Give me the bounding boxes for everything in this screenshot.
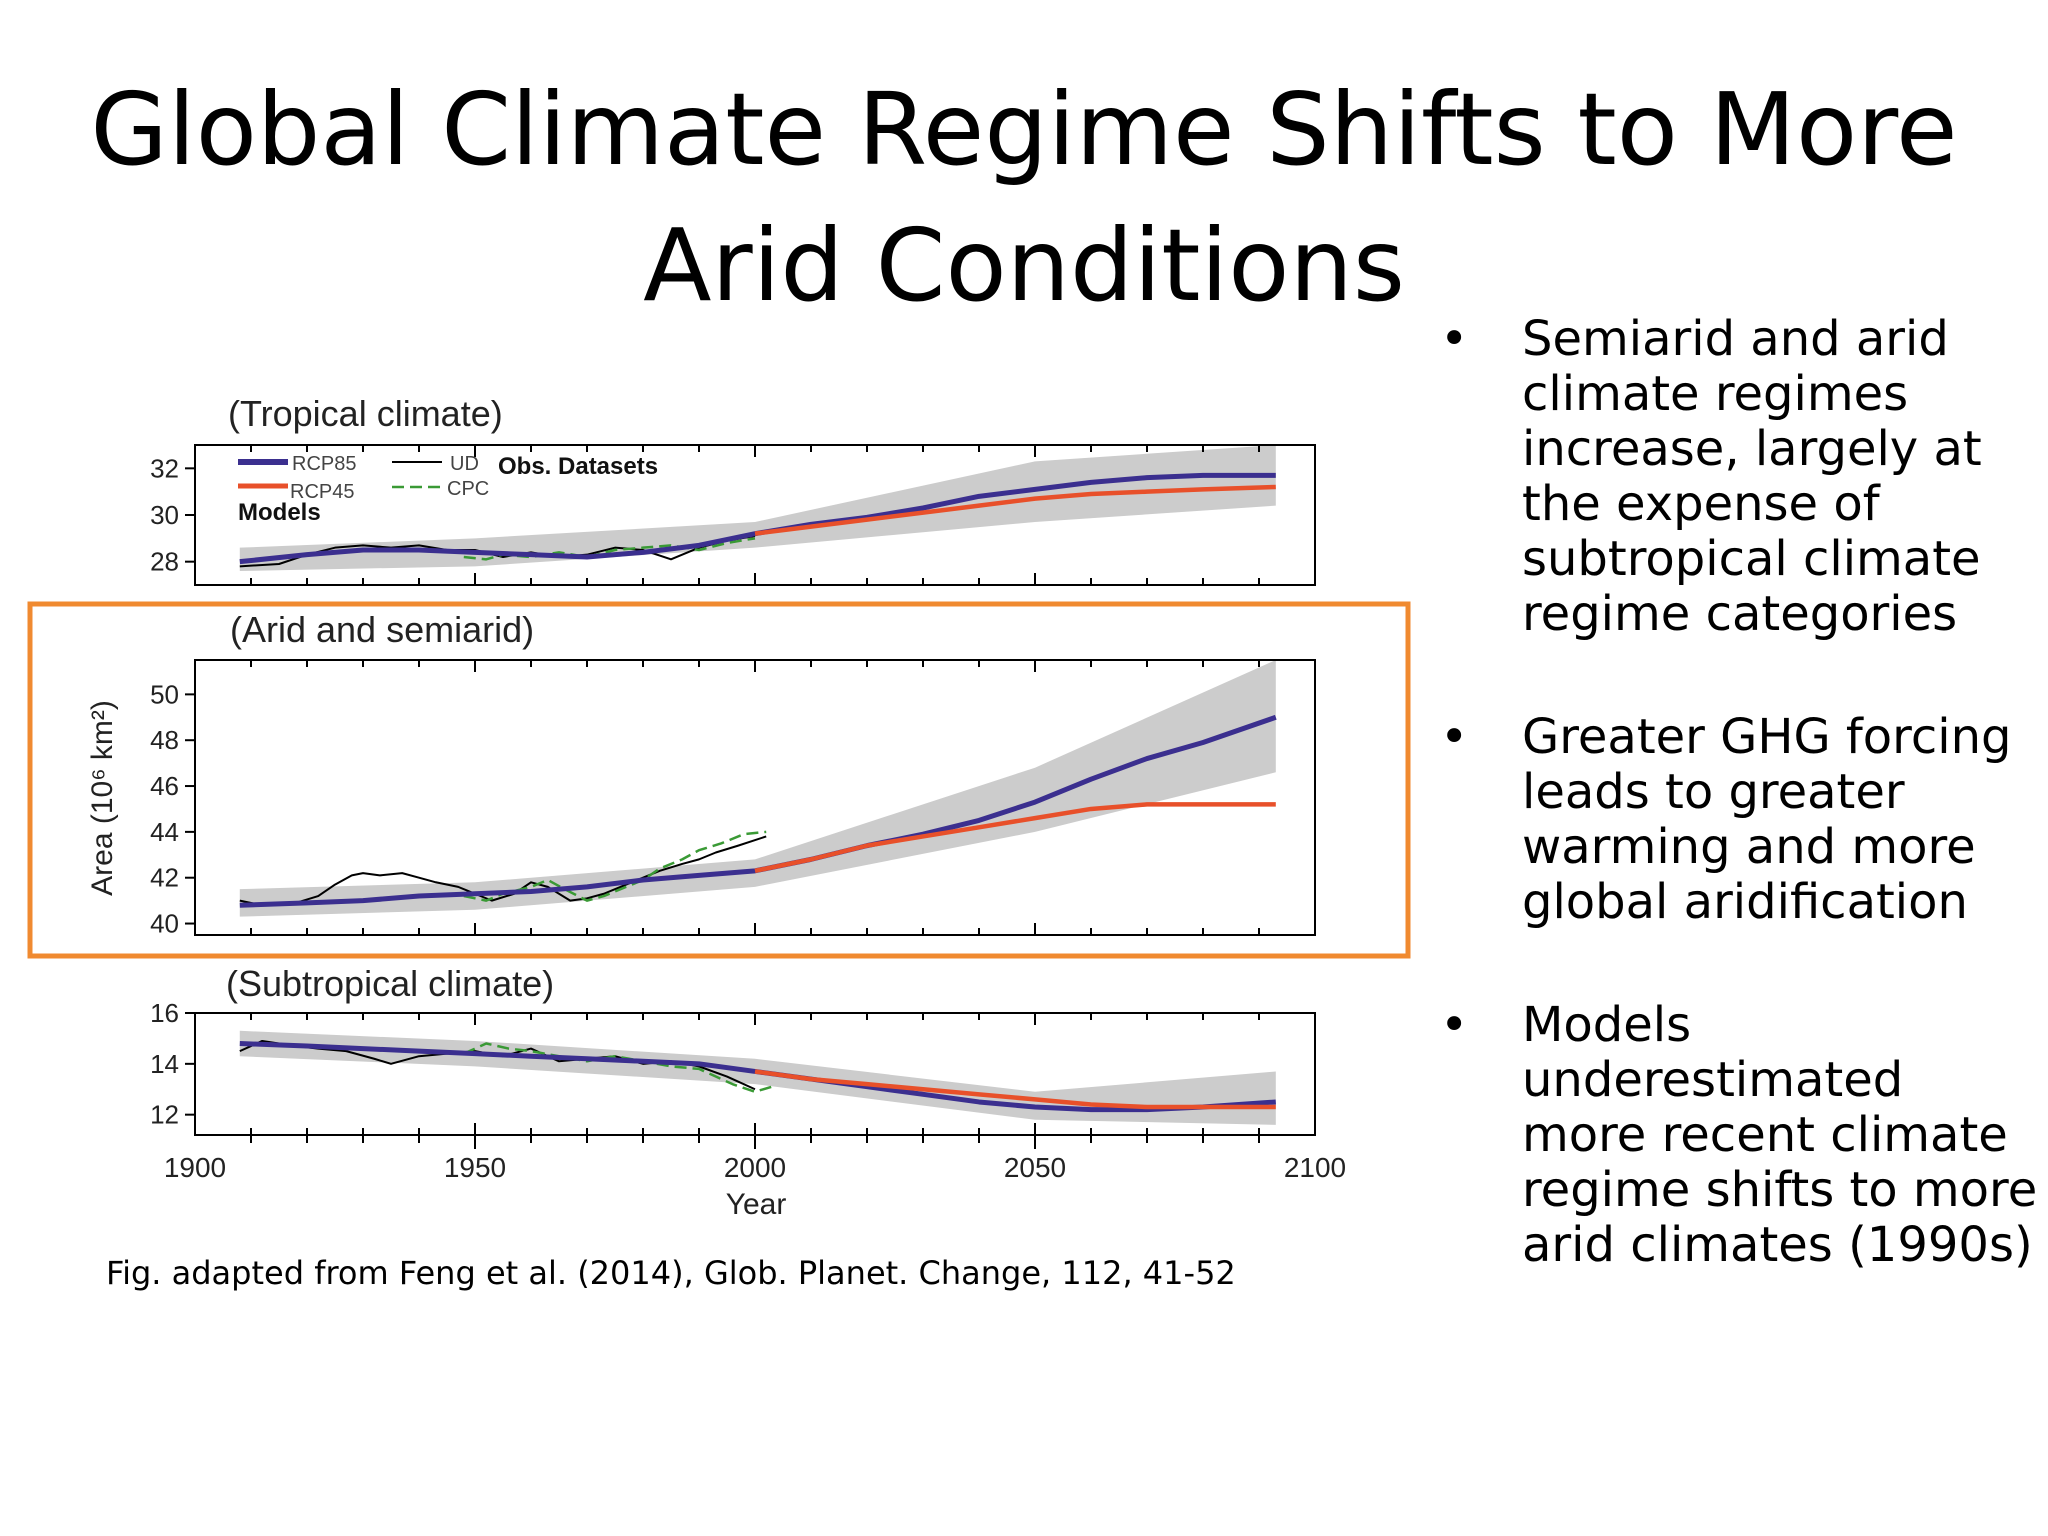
y-tick-label: 48 — [150, 725, 179, 755]
highlight-box — [27, 601, 1411, 959]
tropical-band-area — [239, 445, 1276, 571]
tropical-uncertainty-band — [239, 445, 1276, 571]
bullet-dot-icon: • — [1440, 709, 1469, 765]
bullet-item: • Models underestimated more recent clima… — [1430, 998, 2040, 1273]
subtropical-panel: (Subtropical climate) 12 14 16 1900 1950 200… — [150, 963, 1346, 1221]
legend-obs-label: Obs. Datasets — [498, 453, 658, 480]
bullet-item: • Greater GHG forcing leads to greater wa… — [1430, 710, 2040, 930]
figure: (Tropical climate) 28 30 32 RCP85 RCP45 Mo… — [27, 393, 1411, 1221]
y-axis-label: Area (10⁶ km²) — [86, 700, 119, 896]
y-tick-label: 28 — [150, 547, 179, 577]
x-axis-label: Year — [726, 1188, 787, 1221]
legend-cpc-label: CPC — [447, 478, 489, 500]
bullet-item: • Semiarid and arid climate regimes incre… — [1430, 312, 2040, 642]
legend-models-label: Models — [238, 499, 321, 526]
x-tick-label: 2100 — [1284, 1152, 1346, 1183]
x-tick-label: 2000 — [724, 1152, 786, 1183]
title-line-2: Arid Conditions — [643, 207, 1405, 324]
y-tick-label: 50 — [150, 679, 179, 709]
x-tick-label: 1950 — [444, 1152, 506, 1183]
tropical-panel: (Tropical climate) 28 30 32 RCP85 RCP45 Mo… — [150, 393, 1316, 586]
arid-panel: (Arid and semiarid) 40 42 44 46 48 50 Area (1… — [86, 609, 1316, 939]
tropical-panel-title: (Tropical climate) — [228, 393, 503, 434]
x-tick-label: 2050 — [1004, 1152, 1066, 1183]
figure-caption: Fig. adapted from Feng et al. (2014), Gl… — [106, 1254, 1236, 1292]
arid-band-area — [239, 660, 1276, 917]
y-tick-label: 46 — [150, 771, 179, 801]
tropical-ud-line — [239, 535, 756, 568]
legend-rcp45-label: RCP45 — [290, 481, 354, 503]
bullet-dot-icon: • — [1440, 997, 1469, 1053]
bullet-text: Models underestimated more recent climat… — [1522, 997, 2038, 1273]
arid-uncertainty-band — [239, 660, 1276, 917]
y-tick-label: 12 — [150, 1100, 179, 1130]
legend-ud-label: UD — [450, 453, 479, 475]
bullet-list: • Semiarid and arid climate regimes incre… — [1430, 312, 2040, 1341]
x-tick-label: 1900 — [164, 1152, 226, 1183]
subtropical-rcp45-line — [754, 1069, 1276, 1110]
y-tick-label: 44 — [150, 817, 179, 847]
y-tick-label: 32 — [150, 453, 179, 483]
bullet-dot-icon: • — [1440, 311, 1469, 367]
tropical-rcp45-line — [754, 484, 1276, 536]
y-tick-label: 14 — [150, 1049, 179, 1079]
y-tick-label: 42 — [150, 863, 179, 893]
arid-rcp45-line — [754, 802, 1276, 874]
bullet-text: Semiarid and arid climate regimes increa… — [1522, 311, 1982, 642]
bullet-text: Greater GHG forcing leads to greater war… — [1522, 709, 2012, 930]
slide-title: Global Climate Regime Shifts to More Ari… — [0, 62, 2048, 334]
y-tick-label: 30 — [150, 500, 179, 530]
y-tick-label: 16 — [150, 998, 179, 1028]
arid-ud-line — [239, 835, 767, 907]
arid-panel-title: (Arid and semiarid) — [230, 609, 534, 650]
title-line-1: Global Climate Regime Shifts to More — [90, 71, 1958, 188]
legend: RCP85 RCP45 Models UD CPC Obs. Datasets — [238, 453, 658, 526]
subtropical-panel-title: (Subtropical climate) — [226, 963, 554, 1004]
y-tick-label: 40 — [150, 909, 179, 939]
legend-rcp85-label: RCP85 — [292, 453, 356, 475]
